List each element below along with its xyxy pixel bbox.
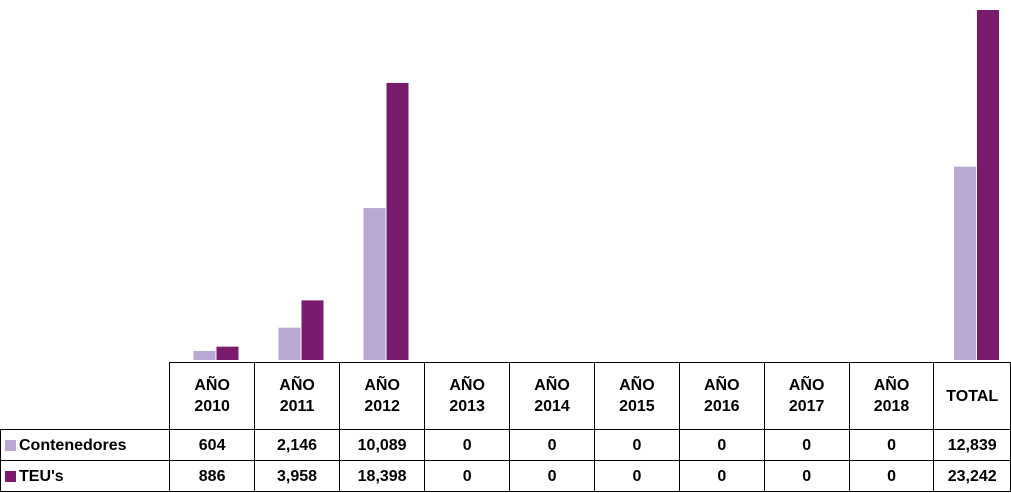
bar xyxy=(386,82,409,360)
legend-key xyxy=(5,439,16,451)
category-label: AÑO 2017 xyxy=(763,362,850,430)
legend-key xyxy=(5,470,16,482)
value-cell: 0 xyxy=(593,460,680,492)
chart xyxy=(193,10,999,360)
value-cell: 2,146 xyxy=(254,429,341,461)
series-name: TEU's xyxy=(19,467,64,485)
data-table: AÑO 2010 AÑO 2011 AÑO 2012 AÑO 2013 AÑO 2014… xyxy=(0,362,1011,492)
value-cell: 0 xyxy=(593,429,680,461)
value-cell: 0 xyxy=(424,429,511,461)
bar xyxy=(954,166,976,360)
category-label: TOTAL xyxy=(933,362,1011,430)
bar xyxy=(216,346,239,360)
value-cell: 0 xyxy=(509,460,595,492)
value-cell: 0 xyxy=(848,460,935,492)
value-cell: 12,839 xyxy=(933,429,1011,461)
category-label: AÑO 2015 xyxy=(593,362,680,430)
category-label: AÑO 2018 xyxy=(848,362,935,430)
value-cell: 3,958 xyxy=(254,460,341,492)
category-label: AÑO 2016 xyxy=(678,362,765,430)
category-label: AÑO 2012 xyxy=(339,362,426,430)
series-row: TEU's 886 3,958 18,398 0 0 0 0 0 0 23,242 xyxy=(0,460,1011,492)
value-cell: 604 xyxy=(169,429,256,461)
series-row: Contenedores 604 2,146 10,089 0 0 0 0 0 0 12,839 xyxy=(0,429,1011,461)
value-cell: 0 xyxy=(763,460,850,492)
header-row: AÑO 2010 AÑO 2011 AÑO 2012 AÑO 2013 AÑO 2014… xyxy=(0,362,1011,430)
value-cell: 0 xyxy=(848,429,935,461)
value-cell: 886 xyxy=(169,460,256,492)
category-label: AÑO 2013 xyxy=(424,362,511,430)
bar xyxy=(193,350,216,360)
legend-entry: TEU's xyxy=(0,460,171,492)
bar xyxy=(301,300,324,360)
legend-entry: Contenedores xyxy=(0,429,171,461)
value-cell: 0 xyxy=(678,429,765,461)
value-cell: 0 xyxy=(424,460,511,492)
category-label: AÑO 2011 xyxy=(254,362,341,430)
bar xyxy=(363,208,386,360)
value-cell: 0 xyxy=(509,429,595,461)
value-cell: 18,398 xyxy=(339,460,426,492)
value-cell: 0 xyxy=(678,460,765,492)
bar xyxy=(977,10,999,360)
blank-cell xyxy=(0,362,171,430)
value-cell: 23,242 xyxy=(933,460,1011,492)
value-cell: 0 xyxy=(763,429,850,461)
category-label: AÑO 2010 xyxy=(169,362,256,430)
bar xyxy=(278,327,301,360)
value-cell: 10,089 xyxy=(339,429,426,461)
series-name: Contenedores xyxy=(19,436,127,454)
category-label: AÑO 2014 xyxy=(509,362,595,430)
